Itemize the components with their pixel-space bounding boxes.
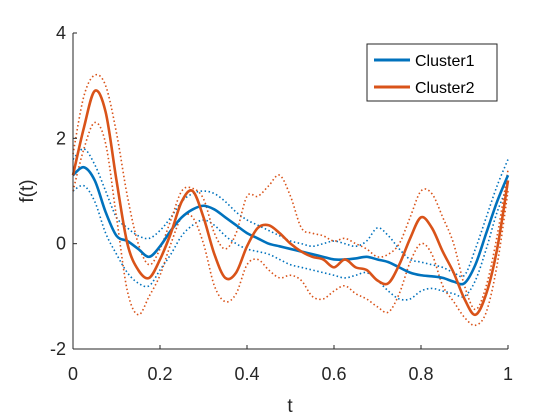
series-line-cluster1-lower <box>72 184 509 301</box>
x-tick-label: 0.6 <box>321 364 346 384</box>
x-tick-label: 0.8 <box>408 364 433 384</box>
x-tick-label: 0.2 <box>147 364 172 384</box>
y-tick-label: 4 <box>56 23 66 43</box>
y-tick-label: 0 <box>56 234 66 254</box>
series-line-cluster2-lower <box>72 121 509 327</box>
series-line-cluster2 <box>71 89 510 317</box>
x-axis-label: t <box>287 396 293 417</box>
series-line-cluster1 <box>72 165 510 286</box>
x-tick-label: 0.4 <box>234 364 259 384</box>
series-line-cluster2-upper <box>72 73 509 311</box>
legend-label-cluster1: Cluster1 <box>415 53 475 70</box>
y-tick-label: -2 <box>50 339 66 359</box>
x-tick-label: 1 <box>503 364 513 384</box>
y-tick-label: 2 <box>56 128 66 148</box>
legend-box <box>366 43 498 102</box>
legend: Cluster1 Cluster2 <box>366 43 498 102</box>
plot-area <box>71 73 510 327</box>
y-axis-label: f(t) <box>17 179 38 202</box>
axes <box>72 33 508 350</box>
legend-label-cluster2: Cluster2 <box>415 80 475 97</box>
series-line-cluster1-upper <box>72 148 509 278</box>
x-tick-label: 0 <box>68 364 78 384</box>
